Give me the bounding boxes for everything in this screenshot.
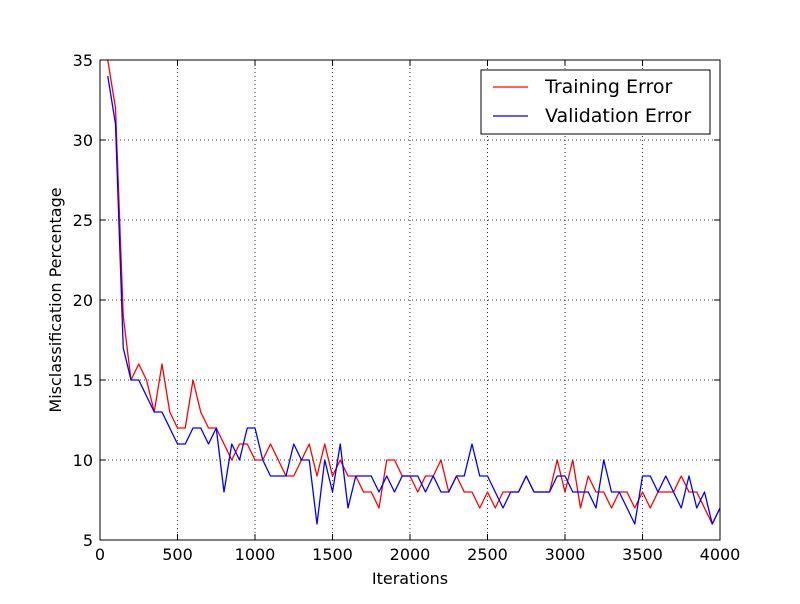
y-tick-label: 15 — [73, 371, 93, 390]
x-tick-label: 3500 — [622, 545, 663, 564]
x-tick-label: 2500 — [467, 545, 508, 564]
y-tick-label: 5 — [83, 531, 93, 550]
x-tick-label: 1500 — [312, 545, 353, 564]
y-tick-label: 25 — [73, 211, 93, 230]
x-axis-label: Iterations — [372, 569, 448, 588]
legend-frame — [480, 69, 711, 135]
series-lines — [107, 59, 721, 525]
series-line-training-error — [107, 59, 721, 525]
legend-label-training-error: Training Error — [544, 76, 673, 98]
legend: Training Error Validation Error — [480, 69, 711, 135]
y-tick-label: 10 — [73, 451, 93, 470]
x-tick-label: 0 — [95, 545, 105, 564]
legend-label-validation-error: Validation Error — [545, 105, 691, 127]
axis-ticks: 0 500 1000 1500 2000 2500 3000 3500 4000 5 10 15 20 2… — [73, 51, 741, 564]
y-axis-label: Misclassification Percentage — [46, 187, 65, 412]
y-tick-label: 35 — [73, 51, 93, 70]
x-tick-label: 4000 — [700, 545, 741, 564]
x-tick-label: 500 — [162, 545, 193, 564]
series-line-validation-error — [107, 75, 721, 525]
x-tick-label: 2000 — [390, 545, 431, 564]
x-tick-label: 1000 — [235, 545, 276, 564]
x-tick-label: 3000 — [545, 545, 586, 564]
y-tick-label: 20 — [73, 291, 93, 310]
y-tick-label: 30 — [73, 131, 93, 150]
